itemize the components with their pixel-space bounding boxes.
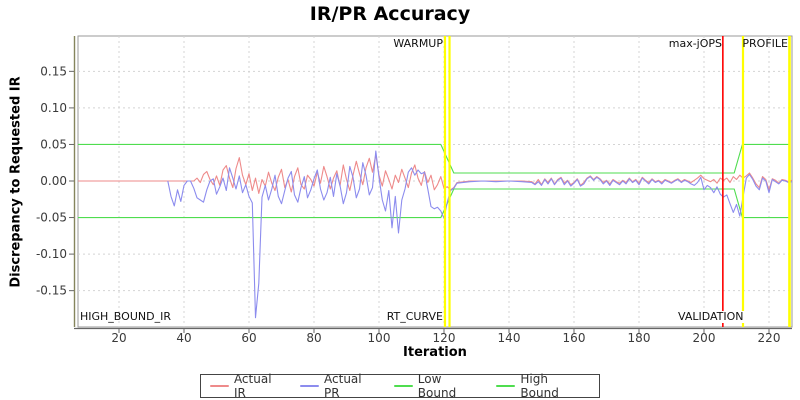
x-tick-label: 80 bbox=[306, 331, 321, 345]
legend-item-actual-ir: Actual IR bbox=[210, 372, 287, 400]
x-tick-label: 200 bbox=[693, 331, 716, 345]
y-tick-label: 0.00 bbox=[40, 174, 67, 188]
legend-label: High Bound bbox=[520, 372, 559, 400]
annotation-profile: PROFILE bbox=[742, 37, 788, 50]
x-tick-label: 180 bbox=[628, 331, 651, 345]
low-bound-line-swatch bbox=[393, 385, 413, 387]
x-tick-label: 40 bbox=[176, 331, 191, 345]
y-tick-label: -0.05 bbox=[36, 211, 67, 225]
y-tick-label: -0.15 bbox=[36, 284, 67, 298]
y-tick-label: 0.05 bbox=[40, 137, 67, 151]
legend-item-actual-pr: Actual PR bbox=[300, 372, 381, 400]
x-axis-title: Iteration bbox=[403, 345, 467, 360]
series-high-bound bbox=[78, 143, 790, 174]
x-tick-label: 160 bbox=[563, 331, 586, 345]
y-tick-label: 0.15 bbox=[40, 64, 67, 78]
legend-label: Actual PR bbox=[324, 372, 362, 400]
legend-item-low-bound: Low Bound bbox=[393, 372, 484, 400]
legend-label: Actual IR bbox=[233, 372, 272, 400]
annotation-validation: VALIDATION bbox=[677, 310, 745, 323]
annotation-max-jops: max-jOPS bbox=[668, 37, 722, 50]
legend-label: Low Bound bbox=[417, 372, 457, 400]
x-tick-label: 140 bbox=[498, 331, 521, 345]
series-actual-ir bbox=[78, 154, 792, 194]
x-tick-label: 220 bbox=[758, 331, 781, 345]
actual-ir-line-swatch bbox=[210, 385, 229, 387]
series-low-bound bbox=[78, 188, 790, 219]
x-tick-label: 20 bbox=[111, 331, 126, 345]
legend: Actual IR Actual PR Low Bound High Bound bbox=[200, 372, 600, 400]
actual-pr-line-swatch bbox=[300, 385, 320, 387]
chart-title: IR/PR Accuracy bbox=[309, 3, 471, 25]
x-tick-label: 60 bbox=[241, 331, 256, 345]
annotation-warmup: WARMUP bbox=[393, 37, 443, 50]
high-bound-line-swatch bbox=[496, 385, 516, 387]
y-tick-label: 0.10 bbox=[40, 101, 67, 115]
series-actual-pr bbox=[167, 150, 792, 319]
y-tick-label: -0.10 bbox=[36, 247, 67, 261]
annotation-rt-curve: RT_CURVE bbox=[386, 310, 443, 323]
x-tick-label: 120 bbox=[433, 331, 456, 345]
annotation-high-bound-ir: HIGH_BOUND_IR bbox=[80, 310, 171, 323]
x-tick-label: 100 bbox=[368, 331, 391, 345]
legend-item-high-bound: High Bound bbox=[496, 372, 590, 400]
